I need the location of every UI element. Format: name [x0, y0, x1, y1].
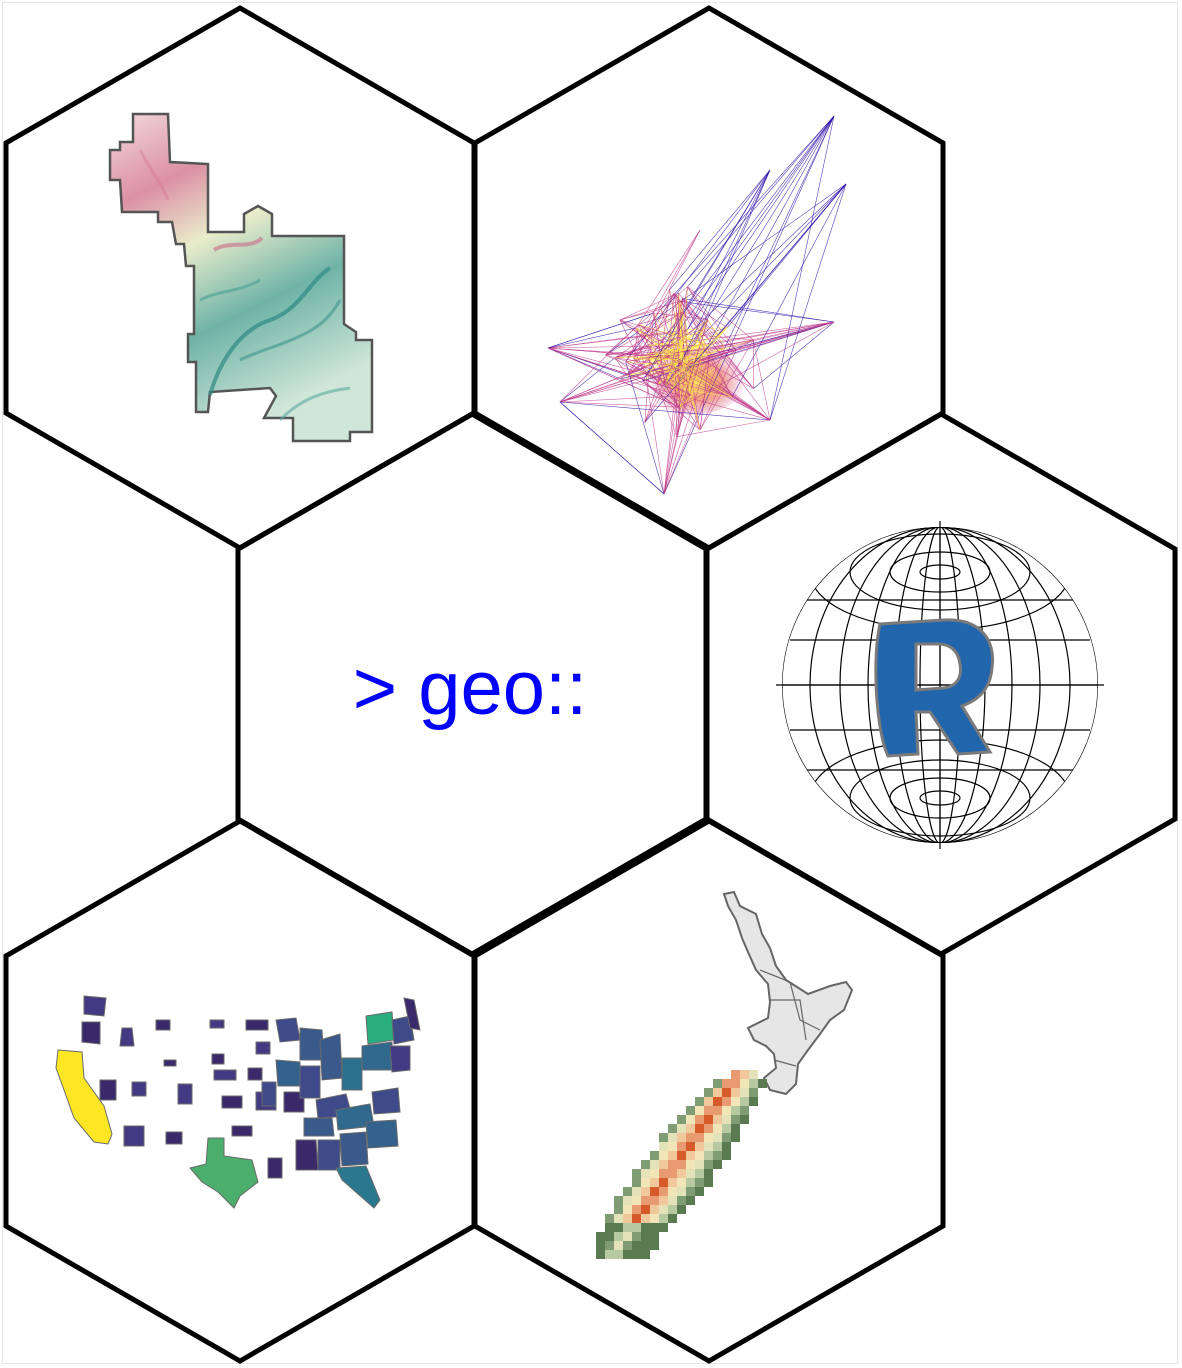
- hex-network-graph: [472, 5, 946, 551]
- us-choropleth-icon: [55, 995, 421, 1209]
- terrain-map-icon: [108, 112, 374, 443]
- hex-r-globe: [704, 411, 1178, 957]
- r-globe-icon: [776, 521, 1104, 849]
- network-graph-icon: [547, 115, 847, 495]
- nz-raster-icon: [596, 890, 854, 1259]
- center-title: > geo::: [353, 646, 588, 731]
- hex-nz-raster: [472, 818, 946, 1364]
